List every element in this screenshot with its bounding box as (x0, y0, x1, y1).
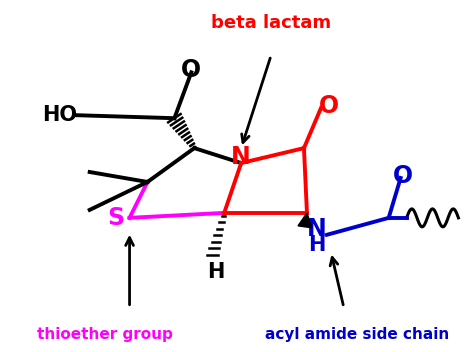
Text: acyl amide side chain: acyl amide side chain (264, 327, 449, 342)
Text: beta lactam: beta lactam (211, 13, 331, 32)
Text: thioether group: thioether group (36, 327, 173, 342)
Text: H: H (208, 262, 225, 282)
Text: HO: HO (42, 105, 77, 125)
Text: O: O (319, 94, 339, 118)
Text: S: S (107, 206, 124, 230)
Text: N: N (307, 217, 327, 241)
Text: H: H (308, 235, 326, 255)
Polygon shape (298, 213, 312, 228)
Text: O: O (181, 58, 201, 82)
Text: O: O (392, 164, 413, 188)
Text: N: N (231, 145, 251, 169)
